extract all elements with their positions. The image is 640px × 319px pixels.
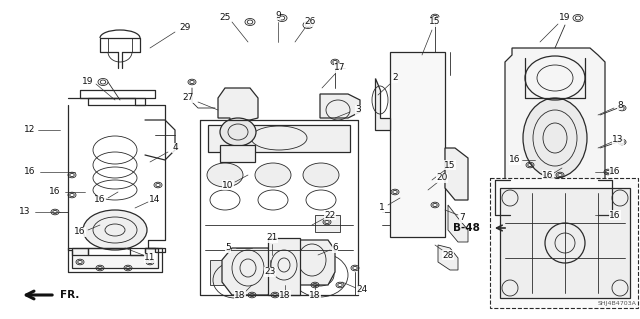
Ellipse shape [83,210,147,250]
Ellipse shape [220,118,256,146]
Text: 29: 29 [179,24,191,33]
Text: 26: 26 [304,18,316,26]
Bar [390,52,445,237]
Text: 1: 1 [379,204,385,212]
Text: 15: 15 [444,160,456,169]
Text: 6: 6 [332,243,338,253]
Polygon shape [268,238,300,295]
Polygon shape [448,205,468,242]
Text: 18: 18 [309,291,321,300]
Text: 5: 5 [225,243,231,253]
Text: 10: 10 [222,181,234,189]
Polygon shape [208,125,350,152]
Text: 28: 28 [442,250,454,259]
Text: 12: 12 [24,125,36,135]
Text: 27: 27 [182,93,194,102]
Polygon shape [220,145,255,162]
Text: 4: 4 [172,144,178,152]
Text: 18: 18 [279,291,291,300]
Text: 9: 9 [275,11,281,19]
Polygon shape [505,48,605,215]
Polygon shape [375,78,390,130]
Text: 19: 19 [83,78,93,86]
Text: FR.: FR. [60,290,79,300]
Polygon shape [320,94,360,118]
Polygon shape [210,260,260,285]
Text: 16: 16 [609,211,621,219]
Text: 13: 13 [612,136,624,145]
Text: 16: 16 [74,227,86,236]
Polygon shape [445,148,468,200]
Text: 15: 15 [429,18,441,26]
Text: 24: 24 [356,286,367,294]
Text: 22: 22 [324,211,335,219]
Text: 8: 8 [617,100,623,109]
Polygon shape [315,215,340,232]
Text: 25: 25 [220,13,230,23]
Polygon shape [72,248,158,268]
Text: 16: 16 [609,167,621,176]
Text: SHJ4B4703A: SHJ4B4703A [597,301,636,306]
Text: 16: 16 [509,155,521,165]
Text: 20: 20 [436,174,448,182]
Text: 17: 17 [334,63,346,72]
Text: 19: 19 [559,13,571,23]
Text: 23: 23 [264,268,276,277]
Text: 16: 16 [49,188,61,197]
Text: B-48: B-48 [453,223,480,233]
Polygon shape [218,88,258,120]
Polygon shape [438,245,458,270]
Text: 14: 14 [149,196,161,204]
Polygon shape [500,188,630,298]
Text: 7: 7 [459,213,465,222]
Ellipse shape [207,163,243,187]
Polygon shape [222,248,275,295]
Text: 16: 16 [94,196,106,204]
Text: 18: 18 [234,291,246,300]
Ellipse shape [303,163,339,187]
Ellipse shape [523,98,587,178]
Text: 2: 2 [392,73,398,83]
Text: 11: 11 [144,254,156,263]
Ellipse shape [255,163,291,187]
Text: 16: 16 [24,167,36,176]
Bar [490,178,638,308]
Text: 3: 3 [355,106,361,115]
Text: 16: 16 [542,170,554,180]
Polygon shape [292,240,335,285]
Text: 13: 13 [19,207,31,217]
Text: 21: 21 [266,234,278,242]
